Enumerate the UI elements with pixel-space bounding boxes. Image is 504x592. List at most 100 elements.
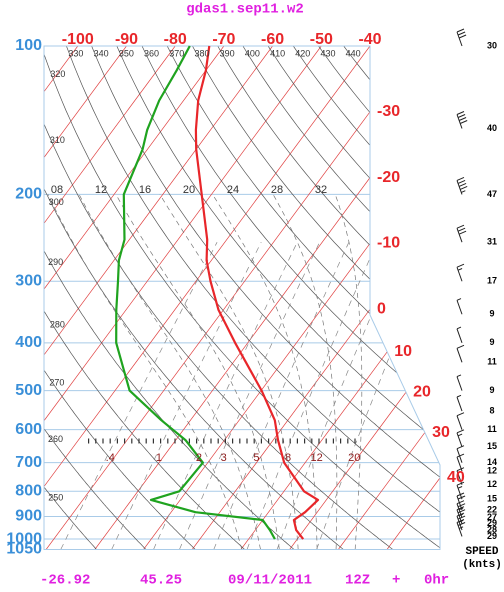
y-tick-label: 800: [15, 482, 42, 499]
mixing-ratio-label: 1: [156, 452, 162, 464]
isotherm: [44, 46, 273, 550]
dry-adiabat: [66, 46, 440, 550]
dry-adiabat-label: 440: [346, 48, 361, 58]
isotherm: [44, 46, 127, 550]
footer-lon: 45.25: [140, 573, 182, 589]
wind-speed-label: 11: [487, 357, 497, 367]
moist-adiabat: [334, 194, 363, 550]
wind-barb: [456, 512, 466, 531]
dry-adiabat-label: 250: [48, 492, 63, 502]
x-tick-label: 0: [377, 301, 386, 318]
wind-speed-label: 9: [489, 309, 494, 319]
isotherm: [44, 46, 371, 550]
wind-speed-label: 27: [487, 512, 497, 522]
x-tick-label: -20: [377, 169, 400, 186]
mixing-ratio-label: 3: [221, 452, 227, 464]
wind-speed-label: 28: [487, 524, 497, 534]
dry-adiabat-label: 320: [50, 69, 65, 79]
y-tick-label: 200: [15, 186, 42, 203]
wind-barb: [456, 429, 465, 447]
x-tick-label: 20: [413, 384, 431, 401]
wind-speed-label: 31: [487, 237, 497, 247]
dry-adiabat-label: 380: [194, 48, 209, 58]
dewpoint-line: [115, 45, 276, 540]
mixing-ratio-label: 20: [348, 452, 360, 464]
y-tick-label: 700: [15, 454, 42, 471]
x-tick-label: -50: [310, 31, 333, 48]
x-tick-label: 40: [447, 469, 465, 486]
moist-adiabat-label: 12: [95, 184, 107, 196]
moist-adiabat: [272, 194, 338, 550]
dry-adiabat-label: 360: [144, 48, 159, 58]
wind-barb: [456, 500, 466, 518]
dry-adiabat-label: 340: [94, 48, 109, 58]
dry-adiabat: [44, 46, 97, 550]
moist-adiabat: [115, 194, 280, 550]
x-tick-label: -80: [164, 31, 187, 48]
wind-speed-label: 15: [487, 441, 497, 451]
label-layer: 10020030040050060070080090010001050-100-…: [6, 31, 497, 558]
moist-adiabat-label: 16: [139, 184, 151, 196]
dry-adiabat-label: 370: [169, 48, 184, 58]
mixing-ratio-label: 12: [310, 452, 322, 464]
x-tick-label: 30: [432, 424, 450, 441]
dry-adiabat-label: 430: [320, 48, 335, 58]
footer-forecast: 0hr: [424, 573, 449, 589]
isotherm: [44, 46, 176, 550]
dry-adiabat-label: 280: [50, 320, 65, 330]
wind-speed-label: 17: [487, 276, 497, 286]
mixing-ratio-label: 8: [285, 452, 291, 464]
speed-unit: (knts): [462, 559, 502, 571]
y-tick-label: 500: [15, 382, 42, 399]
footer-lat: -26.92: [40, 573, 90, 589]
wind-barb: [456, 519, 466, 537]
mixing-ratio-label: .4: [106, 452, 115, 464]
moist-adiabat-label: 24: [227, 184, 239, 196]
dry-adiabat-label: 330: [68, 48, 83, 58]
mixing-ratio-line: [179, 242, 320, 550]
wind-barb: [456, 374, 463, 391]
chart-title: gdas1.sep11.w2: [186, 2, 304, 18]
dry-adiabat-label: 410: [270, 48, 285, 58]
dry-adiabat-label: 260: [48, 434, 63, 444]
footer-date: 09/11/2011: [228, 573, 312, 589]
wind-speed-label: 15: [487, 494, 497, 504]
moist-adiabat: [212, 194, 318, 550]
wind-barb: [456, 506, 466, 524]
dry-adiabat-label: 390: [220, 48, 235, 58]
wind-speed-label: 29: [487, 531, 497, 541]
dry-adiabat: [116, 46, 440, 550]
mixing-ratio-line: [276, 242, 404, 550]
moist-adiabat-label: 08: [51, 184, 63, 196]
wind-speed-label: 8: [489, 405, 494, 415]
mixing-ratio-label: 2: [196, 452, 202, 464]
mixing-ratio-label: 5: [253, 452, 259, 464]
dry-adiabat-label: 400: [245, 48, 260, 58]
y-tick-label: 400: [15, 334, 42, 351]
x-tick-label: -30: [377, 103, 400, 120]
wind-speed-label: 40: [487, 123, 497, 133]
x-tick-label: -90: [115, 31, 138, 48]
dry-adiabat: [44, 46, 147, 550]
isotherm: [44, 46, 322, 550]
wind-speed-label: 47: [487, 189, 497, 199]
dry-adiabat: [192, 46, 440, 550]
wind-barb: [456, 224, 467, 243]
dry-adiabat: [44, 46, 440, 550]
wind-barb: [456, 326, 463, 344]
mixing-ratio-line: [213, 242, 350, 550]
wind-barb: [456, 298, 463, 315]
moist-adiabat-label: 32: [315, 184, 327, 196]
wind-speed-label: 30: [487, 40, 497, 50]
isotherm: [143, 46, 440, 550]
speed-title: SPEED: [465, 546, 498, 558]
x-tick-label: -70: [212, 31, 235, 48]
mixing-ratio-line: [153, 242, 298, 550]
wind-speed-label: 9: [489, 385, 494, 395]
wind-barb: [456, 176, 468, 195]
y-tick-label: 100: [15, 37, 42, 54]
wind-barb: [456, 111, 468, 129]
wind-barb: [456, 467, 465, 485]
x-tick-label: -100: [62, 31, 94, 48]
